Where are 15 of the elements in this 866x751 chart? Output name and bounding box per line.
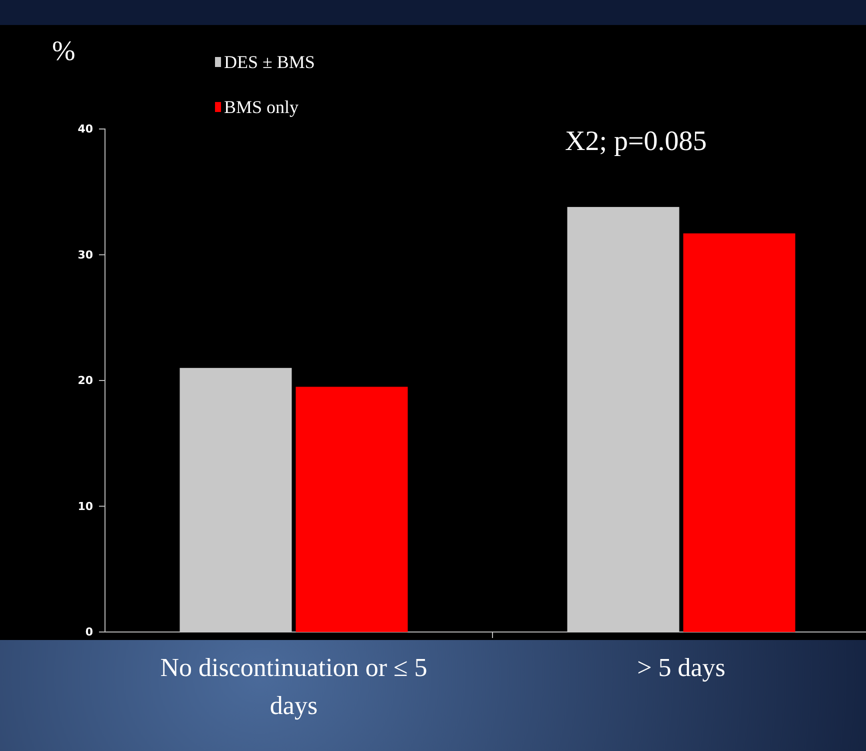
x-tick-label: No discontinuation or ≤ 5 days xyxy=(160,653,428,720)
bar xyxy=(296,386,408,632)
legend-label: BMS only xyxy=(224,97,299,117)
y-axis-title: % xyxy=(52,36,76,67)
y-tick-label: 40 xyxy=(78,122,94,136)
bar xyxy=(567,206,680,632)
annotation: X2; p=0.085 xyxy=(565,126,707,157)
legend-label: DES ± BMS xyxy=(224,52,315,72)
y-tick-label: 0 xyxy=(85,626,94,639)
y-tick-label: 10 xyxy=(78,500,94,513)
y-tick-label: 30 xyxy=(78,248,94,262)
y-tick-label: 20 xyxy=(78,374,94,388)
x-tick-label: > 5 days xyxy=(637,653,726,682)
bar xyxy=(180,368,292,632)
bar xyxy=(683,233,796,632)
